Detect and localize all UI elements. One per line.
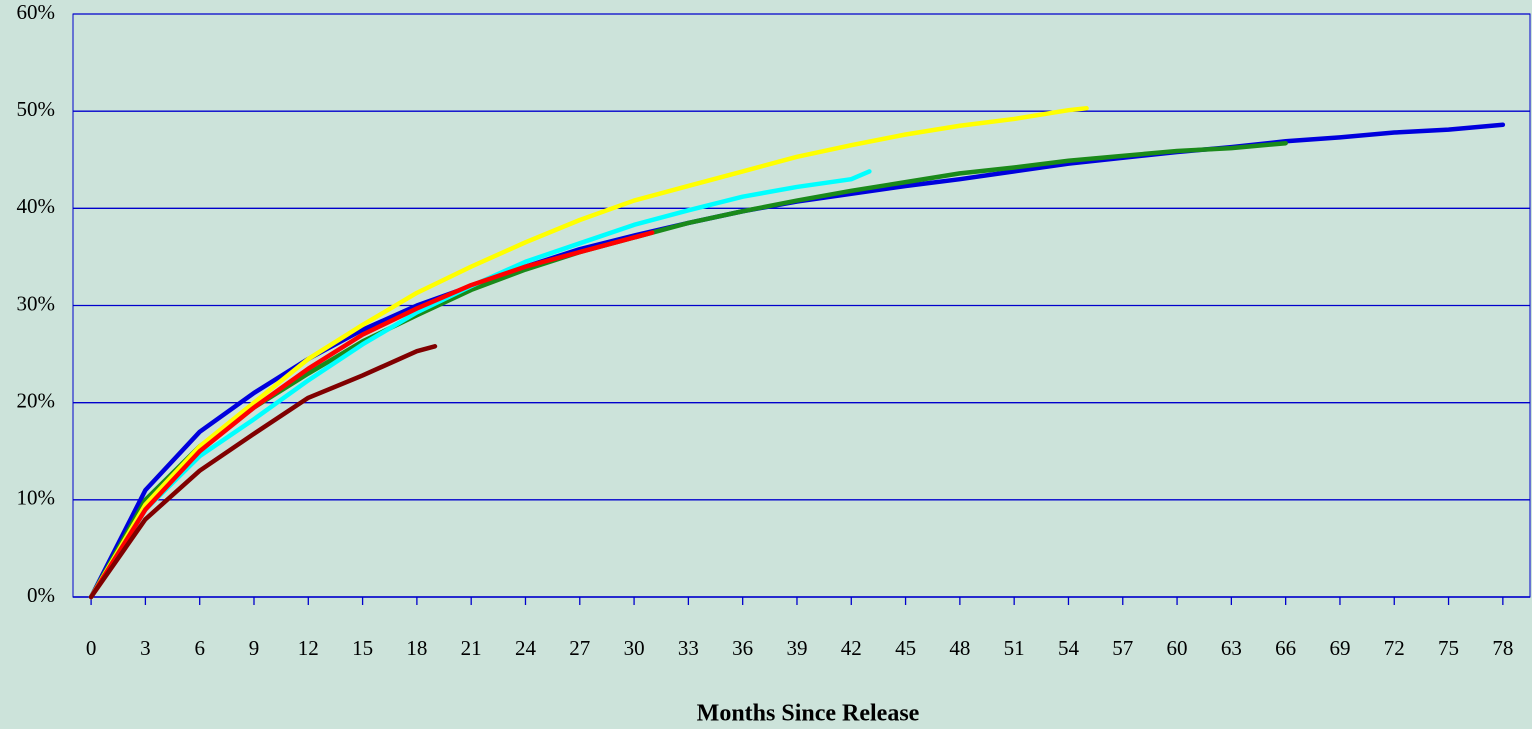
x-tick-label: 0	[86, 636, 97, 660]
x-tick-label: 36	[732, 636, 753, 660]
x-tick-label: 60	[1167, 636, 1188, 660]
x-tick-label: 18	[406, 636, 427, 660]
line	[88, 106, 1089, 600]
y-tick-label: 50%	[17, 97, 56, 121]
y-tick-label: 30%	[17, 291, 56, 315]
x-tick-label: 48	[949, 636, 970, 660]
x-tick-label: 75	[1438, 636, 1459, 660]
line	[88, 230, 655, 600]
x-tick-label: 66	[1275, 636, 1296, 660]
x-axis-label: Months Since Release	[697, 701, 920, 727]
x-tick-label: 39	[786, 636, 807, 660]
y-tick-label: 0%	[27, 583, 55, 607]
x-tick-label: 57	[1112, 636, 1133, 660]
x-tick-label: 45	[895, 636, 916, 660]
x-tick-label: 30	[624, 636, 645, 660]
x-tick-label: 15	[352, 636, 373, 660]
y-tick-label: 20%	[17, 388, 56, 412]
x-tick-label: 69	[1329, 636, 1350, 660]
x-tick-label: 3	[140, 636, 151, 660]
x-tick-label: 42	[841, 636, 862, 660]
x-tick-label: 12	[298, 636, 319, 660]
x-tick-label: 33	[678, 636, 699, 660]
y-tick-label: 40%	[17, 194, 56, 218]
x-tick-label: 72	[1384, 636, 1405, 660]
x-tick-label: 24	[515, 636, 537, 660]
x-tick-label: 9	[249, 636, 260, 660]
x-tick-label: 54	[1058, 636, 1080, 660]
x-tick-label: 6	[194, 636, 205, 660]
x-tick-label: 51	[1004, 636, 1025, 660]
x-tick-label: 27	[569, 636, 590, 660]
line	[88, 140, 1288, 600]
x-tick-label: 63	[1221, 636, 1242, 660]
y-tick-label: 60%	[17, 0, 56, 24]
x-tick-label: 21	[461, 636, 482, 660]
x-tick-label: 78	[1492, 636, 1513, 660]
line	[88, 344, 438, 600]
y-tick-label: 10%	[17, 486, 56, 510]
